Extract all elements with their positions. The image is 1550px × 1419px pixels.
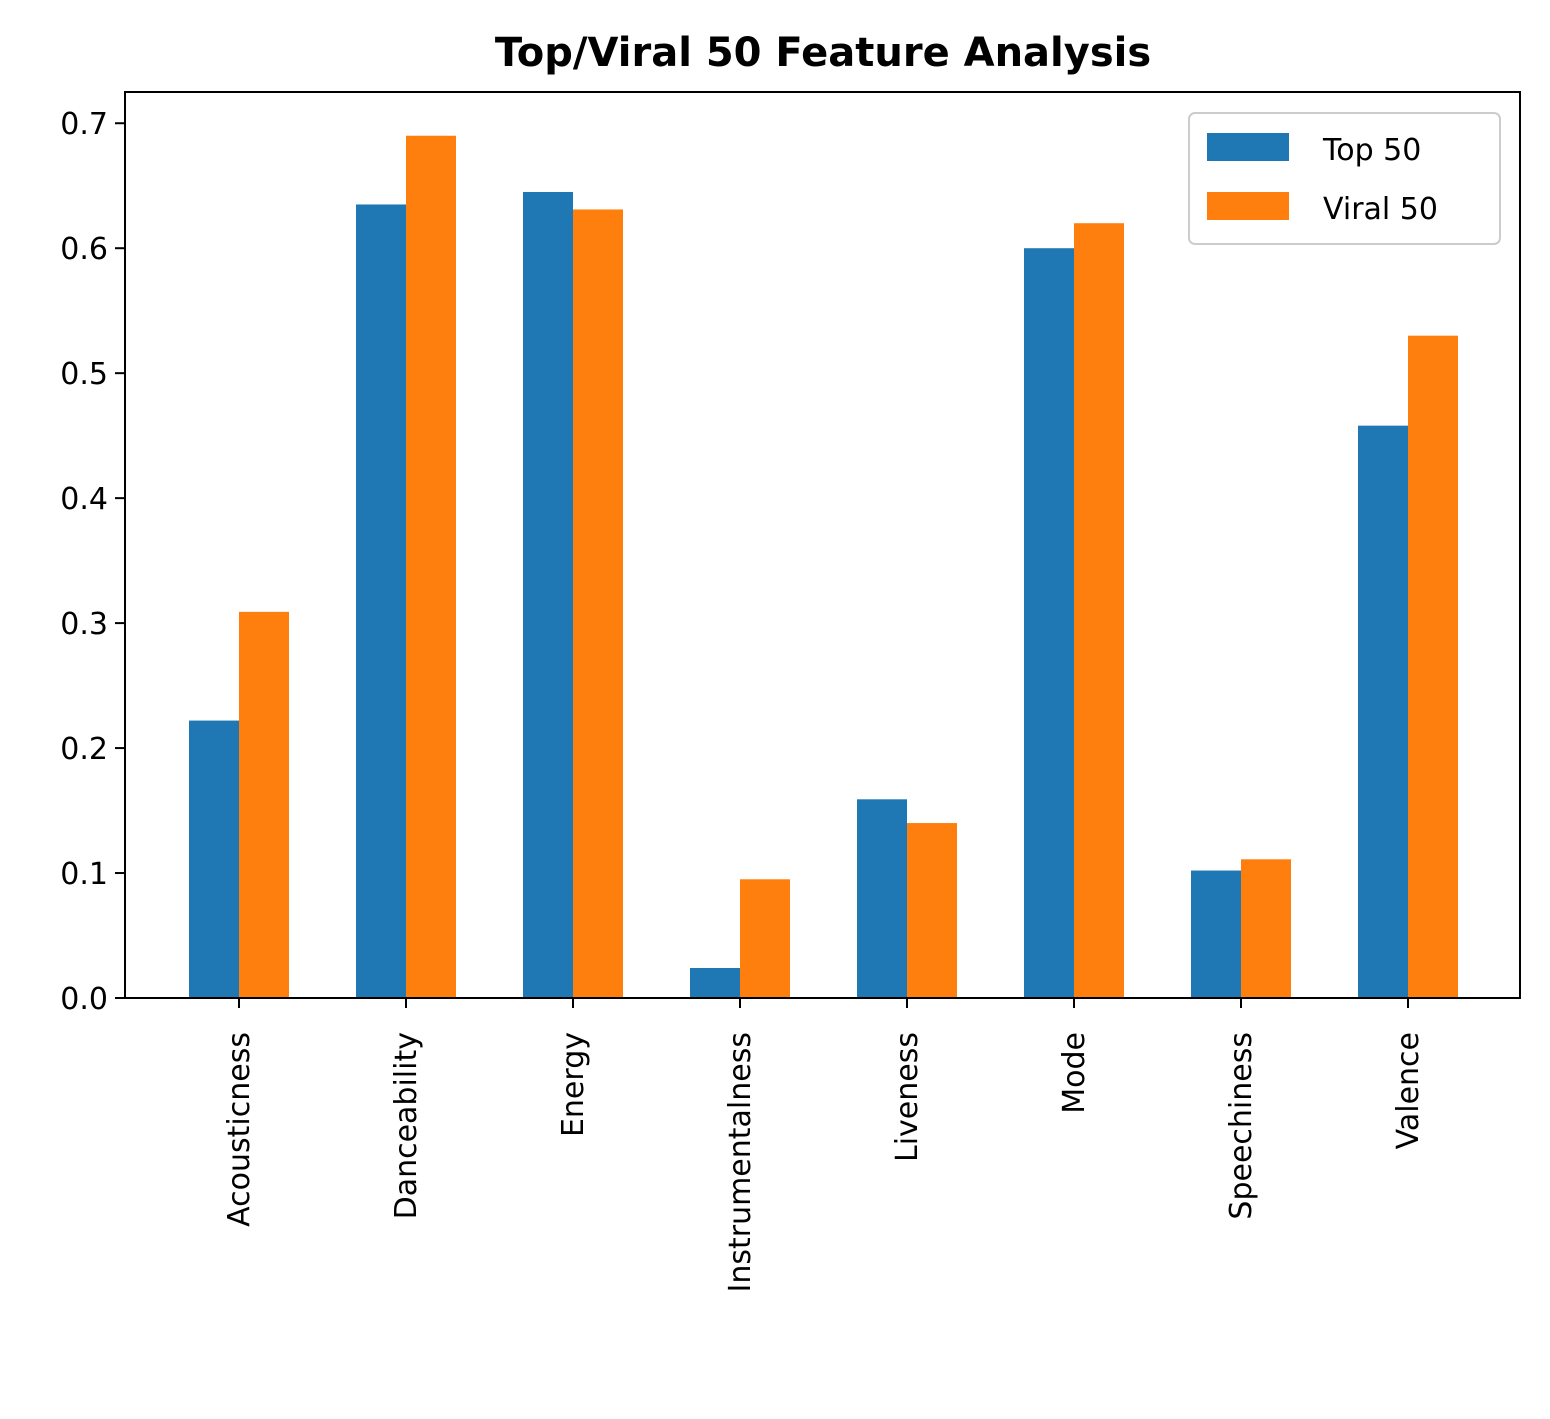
legend-label-viral-50: Viral 50 <box>1323 192 1438 227</box>
y-tick-label: 0.4 <box>60 482 108 517</box>
x-tick-label-speechiness: Speechiness <box>1224 1032 1259 1220</box>
x-tick-label-valence: Valence <box>1391 1032 1426 1149</box>
bar-viral-50-speechiness <box>1241 859 1291 998</box>
x-tick-label-mode: Mode <box>1057 1032 1092 1114</box>
bar-viral-50-instrumentalness <box>740 879 790 998</box>
legend-swatch-viral-50 <box>1207 192 1289 220</box>
y-tick-label: 0.0 <box>60 982 108 1017</box>
bar-viral-50-mode <box>1074 223 1124 998</box>
x-tick-label-instrumentalness: Instrumentalness <box>723 1032 758 1293</box>
bar-top-50-liveness <box>857 799 907 998</box>
y-tick-label: 0.5 <box>60 357 108 392</box>
x-tick-label-liveness: Liveness <box>890 1032 925 1162</box>
y-tick-label: 0.2 <box>60 732 108 767</box>
bar-top-50-valence <box>1358 425 1408 998</box>
y-axis: 0.0 0.1 0.2 0.3 0.4 0.5 0.6 0.7 <box>60 107 125 1017</box>
x-tick-label-danceability: Danceability <box>389 1032 424 1219</box>
chart-title: Top/Viral 50 Feature Analysis <box>495 30 1151 76</box>
bar-viral-50-valence <box>1408 335 1458 999</box>
bar-top-50-speechiness <box>1191 870 1241 998</box>
x-tick-label-acousticness: Acousticness <box>222 1032 257 1227</box>
bar-top-50-energy <box>523 191 573 998</box>
bar-viral-50-danceability <box>406 135 456 999</box>
bar-viral-50-liveness <box>907 823 957 998</box>
bar-top-50-danceability <box>356 204 406 998</box>
legend: Top 50 Viral 50 <box>1188 112 1501 245</box>
bar-top-50-mode <box>1024 248 1074 998</box>
y-tick-label: 0.6 <box>60 232 108 267</box>
plot-frame <box>124 91 1521 999</box>
y-tick-label: 0.1 <box>60 857 108 892</box>
bar-viral-50-acousticness <box>239 611 289 998</box>
legend-label-top-50: Top 50 <box>1322 133 1421 168</box>
y-tick-label: 0.3 <box>60 607 108 642</box>
x-axis: Acousticness Danceability Energy Instrument… <box>222 998 1426 1293</box>
x-tick-label-energy: Energy <box>556 1032 591 1137</box>
bars-group <box>189 135 1458 999</box>
bar-top-50-instrumentalness <box>690 968 740 998</box>
bar-top-50-acousticness <box>189 720 239 998</box>
y-tick-label: 0.7 <box>60 107 108 142</box>
bar-viral-50-energy <box>573 209 623 998</box>
legend-swatch-top-50 <box>1207 133 1289 161</box>
